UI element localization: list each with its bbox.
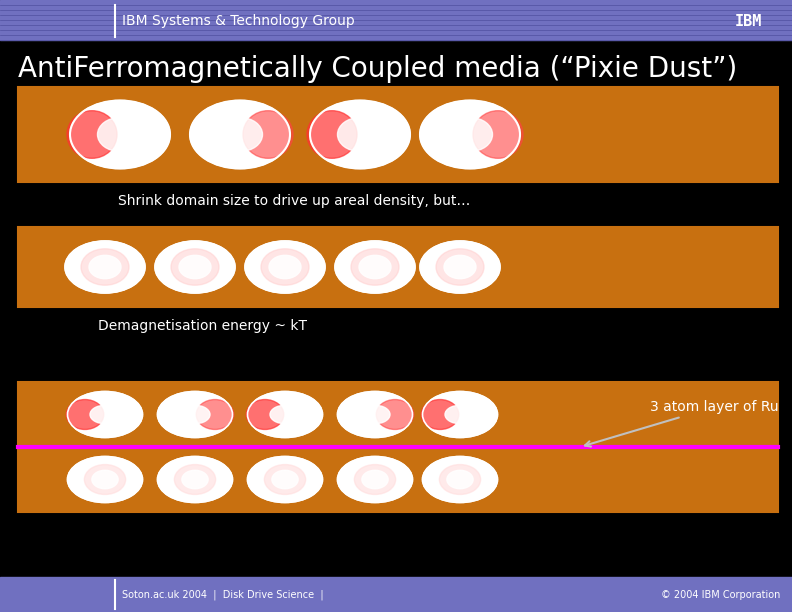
Ellipse shape [310,100,410,168]
Ellipse shape [354,465,396,494]
Ellipse shape [261,249,309,285]
Ellipse shape [473,111,523,159]
Ellipse shape [270,405,300,424]
Ellipse shape [422,392,497,438]
Ellipse shape [440,465,481,494]
Ellipse shape [247,392,322,438]
Ellipse shape [337,392,413,438]
Bar [18,227,778,307]
Text: AntiFerromagnetically Coupled media (“Pixie Dust”): AntiFerromagnetically Coupled media (“Pi… [18,55,737,83]
Ellipse shape [155,241,235,293]
Ellipse shape [190,100,290,168]
Bar [0,0,792,40]
Ellipse shape [65,241,145,293]
Ellipse shape [85,465,126,494]
Ellipse shape [337,118,383,152]
Ellipse shape [359,255,391,278]
Ellipse shape [158,392,233,438]
Ellipse shape [362,470,388,489]
Ellipse shape [247,457,322,502]
Text: © 2004 IBM Corporation: © 2004 IBM Corporation [661,590,780,600]
Ellipse shape [196,400,234,430]
Ellipse shape [67,392,143,438]
Ellipse shape [182,470,208,489]
Text: IBM: IBM [734,13,762,29]
Ellipse shape [97,118,143,152]
Ellipse shape [272,470,298,489]
Ellipse shape [245,241,325,293]
Ellipse shape [90,405,120,424]
Ellipse shape [422,457,497,502]
Ellipse shape [335,241,415,293]
Bar [18,382,778,447]
Ellipse shape [447,118,493,152]
Bar [18,87,778,182]
Ellipse shape [265,465,306,494]
Ellipse shape [174,465,215,494]
Ellipse shape [420,100,520,168]
Bar [0,577,792,612]
Ellipse shape [246,400,284,430]
Ellipse shape [67,400,104,430]
Ellipse shape [218,118,262,152]
Ellipse shape [81,249,129,285]
Ellipse shape [158,457,233,502]
Text: IBM Systems & Technology Group: IBM Systems & Technology Group [122,14,355,28]
Ellipse shape [307,111,357,159]
Ellipse shape [360,405,390,424]
Ellipse shape [180,405,210,424]
Ellipse shape [447,470,473,489]
Ellipse shape [171,249,219,285]
Ellipse shape [436,249,484,285]
Ellipse shape [243,111,293,159]
Ellipse shape [89,255,121,278]
Ellipse shape [70,100,170,168]
Ellipse shape [92,470,118,489]
Text: Demagnetisation energy ~ kT: Demagnetisation energy ~ kT [98,319,307,333]
Ellipse shape [269,255,301,278]
Ellipse shape [376,400,413,430]
Ellipse shape [179,255,211,278]
Bar [18,447,778,512]
Ellipse shape [351,249,399,285]
Ellipse shape [445,405,475,424]
Ellipse shape [67,457,143,502]
Ellipse shape [420,241,500,293]
Text: Shrink domain size to drive up areal density, but…: Shrink domain size to drive up areal den… [118,194,470,208]
Text: 3 atom layer of Ru: 3 atom layer of Ru [585,400,779,447]
Ellipse shape [421,400,459,430]
Ellipse shape [337,457,413,502]
Ellipse shape [444,255,476,278]
Ellipse shape [67,111,117,159]
Text: Soton.ac.uk 2004  |  Disk Drive Science  |: Soton.ac.uk 2004 | Disk Drive Science | [122,590,324,600]
